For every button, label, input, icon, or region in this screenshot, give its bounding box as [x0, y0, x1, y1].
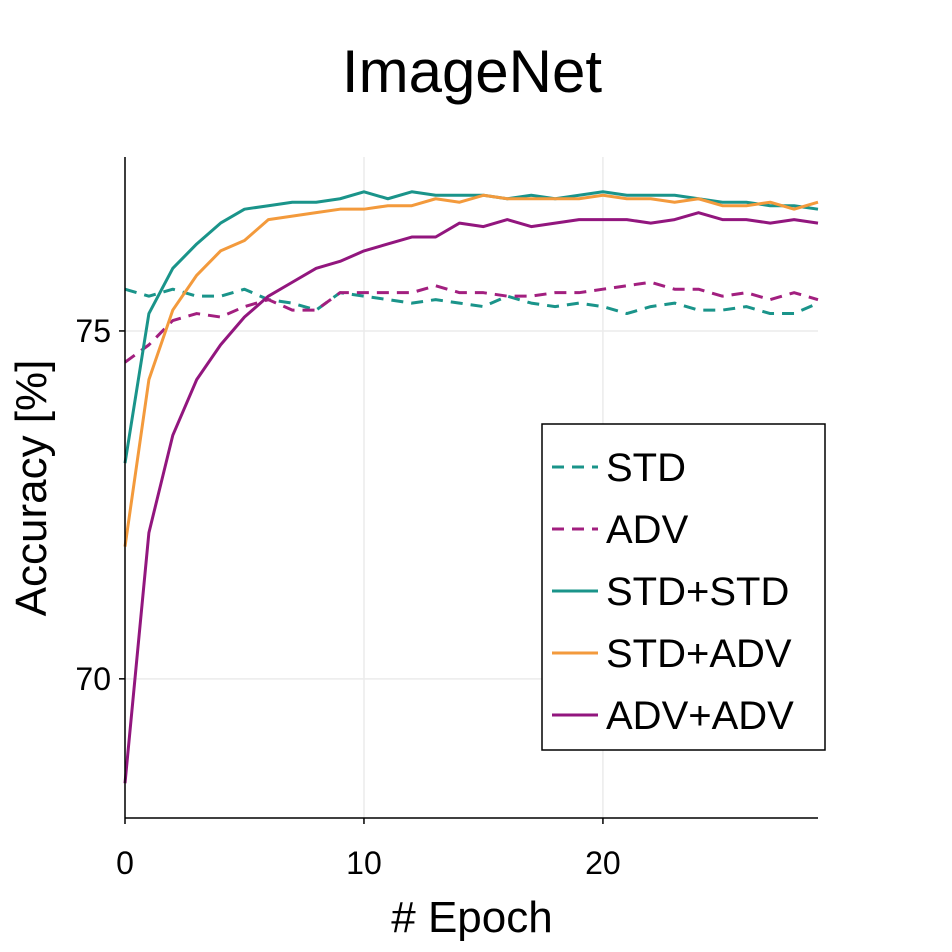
- legend-label: STD+STD: [606, 570, 789, 614]
- series-line-std: [124, 287, 819, 316]
- legend-label: STD: [606, 446, 686, 490]
- legend-label: ADV: [606, 508, 689, 552]
- chart-title: ImageNet: [342, 38, 602, 105]
- x-tick-label: 10: [346, 845, 382, 881]
- legend-box: [541, 423, 826, 751]
- x-tick-label: 0: [116, 845, 134, 881]
- legend-label: STD+ADV: [606, 632, 792, 676]
- x-axis-label: # Epoch: [391, 893, 552, 942]
- series-line-std-plus-adv: [123, 193, 819, 547]
- series-line-adv: [124, 280, 819, 364]
- x-axis-ticks: 0 10 20: [116, 818, 621, 881]
- legend: STD ADV STD+STD STD+ADV ADV+ADV: [541, 423, 826, 751]
- y-tick-label: 75: [75, 313, 111, 349]
- y-axis-label: Accuracy [%]: [7, 360, 56, 617]
- series-line-adv-plus-adv: [123, 211, 819, 784]
- y-tick-label: 70: [75, 661, 111, 697]
- series-lines: [123, 190, 819, 784]
- legend-label: ADV+ADV: [606, 694, 794, 738]
- y-axis-ticks: 70 75: [75, 313, 125, 697]
- x-tick-label: 20: [585, 845, 621, 881]
- series-line-std-plus-std: [123, 190, 819, 464]
